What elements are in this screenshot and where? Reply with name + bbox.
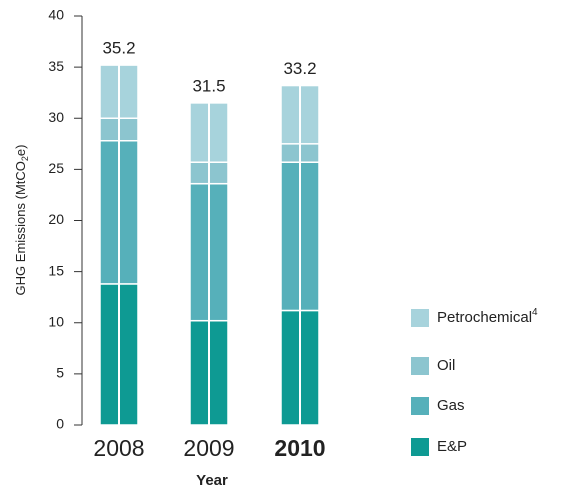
x-tick-label: 2008 [93,435,144,461]
legend-label: Gas [437,397,465,414]
y-tick-label: 15 [48,262,64,278]
legend-swatch [411,397,429,415]
y-axis-title: GHG Emissions (MtCO2e) [13,145,30,296]
legend-text: Oil [437,357,455,374]
total-label: 33.2 [283,59,316,78]
legend-swatch [411,438,429,456]
y-tick-label: 35 [48,58,64,74]
legend-label: Petrochemical4 [437,307,538,326]
total-label: 31.5 [192,76,225,95]
legend-swatch [411,357,429,375]
total-label: 35.2 [102,39,135,58]
y-tick-label: 30 [48,109,64,125]
x-tick-label: 2010 [274,435,325,461]
legend-label: E&P [437,438,467,455]
legend-note: 4 [532,307,538,318]
y-tick-label: 10 [48,313,64,329]
legend-text: Gas [437,397,465,414]
x-axis-title: Year [196,472,228,489]
legend-text: Petrochemical [437,309,532,326]
legend-swatch [411,309,429,327]
y-tick-label: 25 [48,160,64,176]
legend-text: E&P [437,438,467,455]
y-tick-label: 20 [48,211,64,227]
x-tick-label: 2009 [183,435,234,461]
y-tick-label: 40 [48,7,64,23]
legend-label: Oil [437,357,455,374]
y-tick-label: 5 [56,365,64,381]
y-tick-label: 0 [56,416,64,432]
